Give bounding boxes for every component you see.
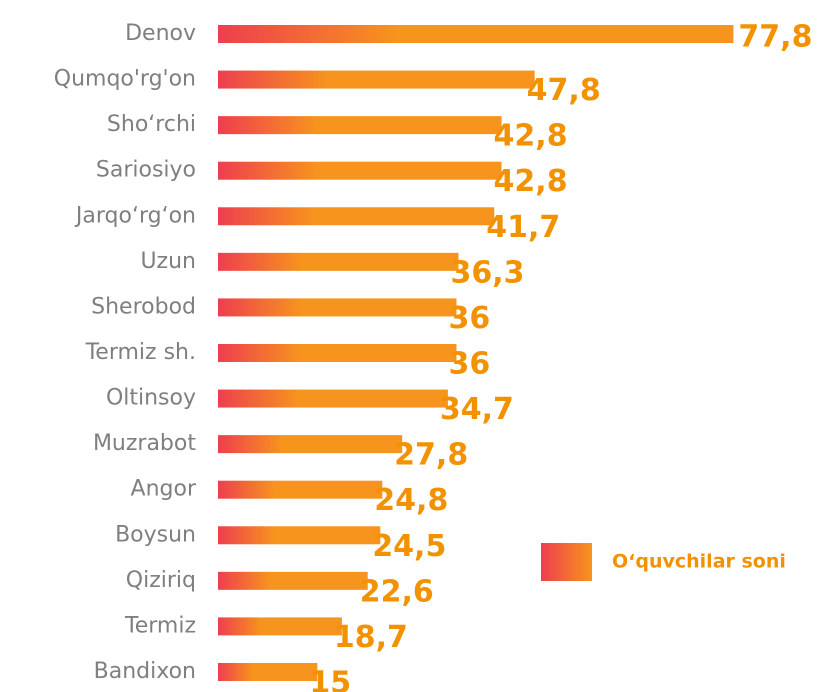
data-label: 36,3 [450,255,524,290]
data-label: 36 [449,346,491,381]
bar [218,526,381,545]
data-label: 22,6 [360,574,434,609]
y-tick-label: Termiz sh. [85,340,196,365]
bar [218,662,318,681]
data-label: 47,8 [527,73,601,108]
data-label: 18,7 [334,620,408,655]
bar [218,480,383,499]
data-label: 34,7 [440,392,514,427]
bar [218,252,459,271]
legend-swatch [541,543,592,581]
y-tick-label: Qumqo'rg'on [54,67,196,92]
data-label: 24,5 [372,529,446,564]
bar [218,161,502,180]
bar [218,617,342,636]
bar [218,571,368,590]
y-tick-label: Sho‘rchi [107,112,196,137]
data-label: 36 [449,301,491,336]
y-tick-label: Bandixon [94,659,196,684]
y-tick-label: Muzrabot [93,431,196,456]
bar [218,298,457,317]
bar [218,207,495,226]
y-tick-label: Jarqo‘rg‘on [74,203,196,228]
data-label: 41,7 [486,210,560,245]
data-label: 15 [309,665,351,692]
y-tick-label: Qiziriq [126,568,196,593]
y-tick-label: Uzun [140,249,196,274]
y-tick-label: Sariosiyo [96,158,196,183]
y-tick-label: Oltinsoy [106,386,196,411]
bar [218,435,403,454]
y-tick-label: Sherobod [91,294,196,319]
bar [218,70,535,89]
data-label: 42,8 [494,164,568,199]
y-tick-label: Denov [125,21,196,46]
y-tick-label: Boysun [115,522,196,547]
bar [218,389,448,408]
data-label: 77,8 [738,20,812,55]
data-label: 27,8 [394,438,468,473]
y-tick-label: Angor [131,477,197,502]
data-label: 24,8 [374,483,448,518]
y-tick-label: Termiz [124,613,196,638]
data-label: 42,8 [494,119,568,154]
legend-label: O‘quvchilar soni [612,551,786,573]
bar [218,116,502,135]
bar [218,343,457,362]
bar [218,25,734,43]
